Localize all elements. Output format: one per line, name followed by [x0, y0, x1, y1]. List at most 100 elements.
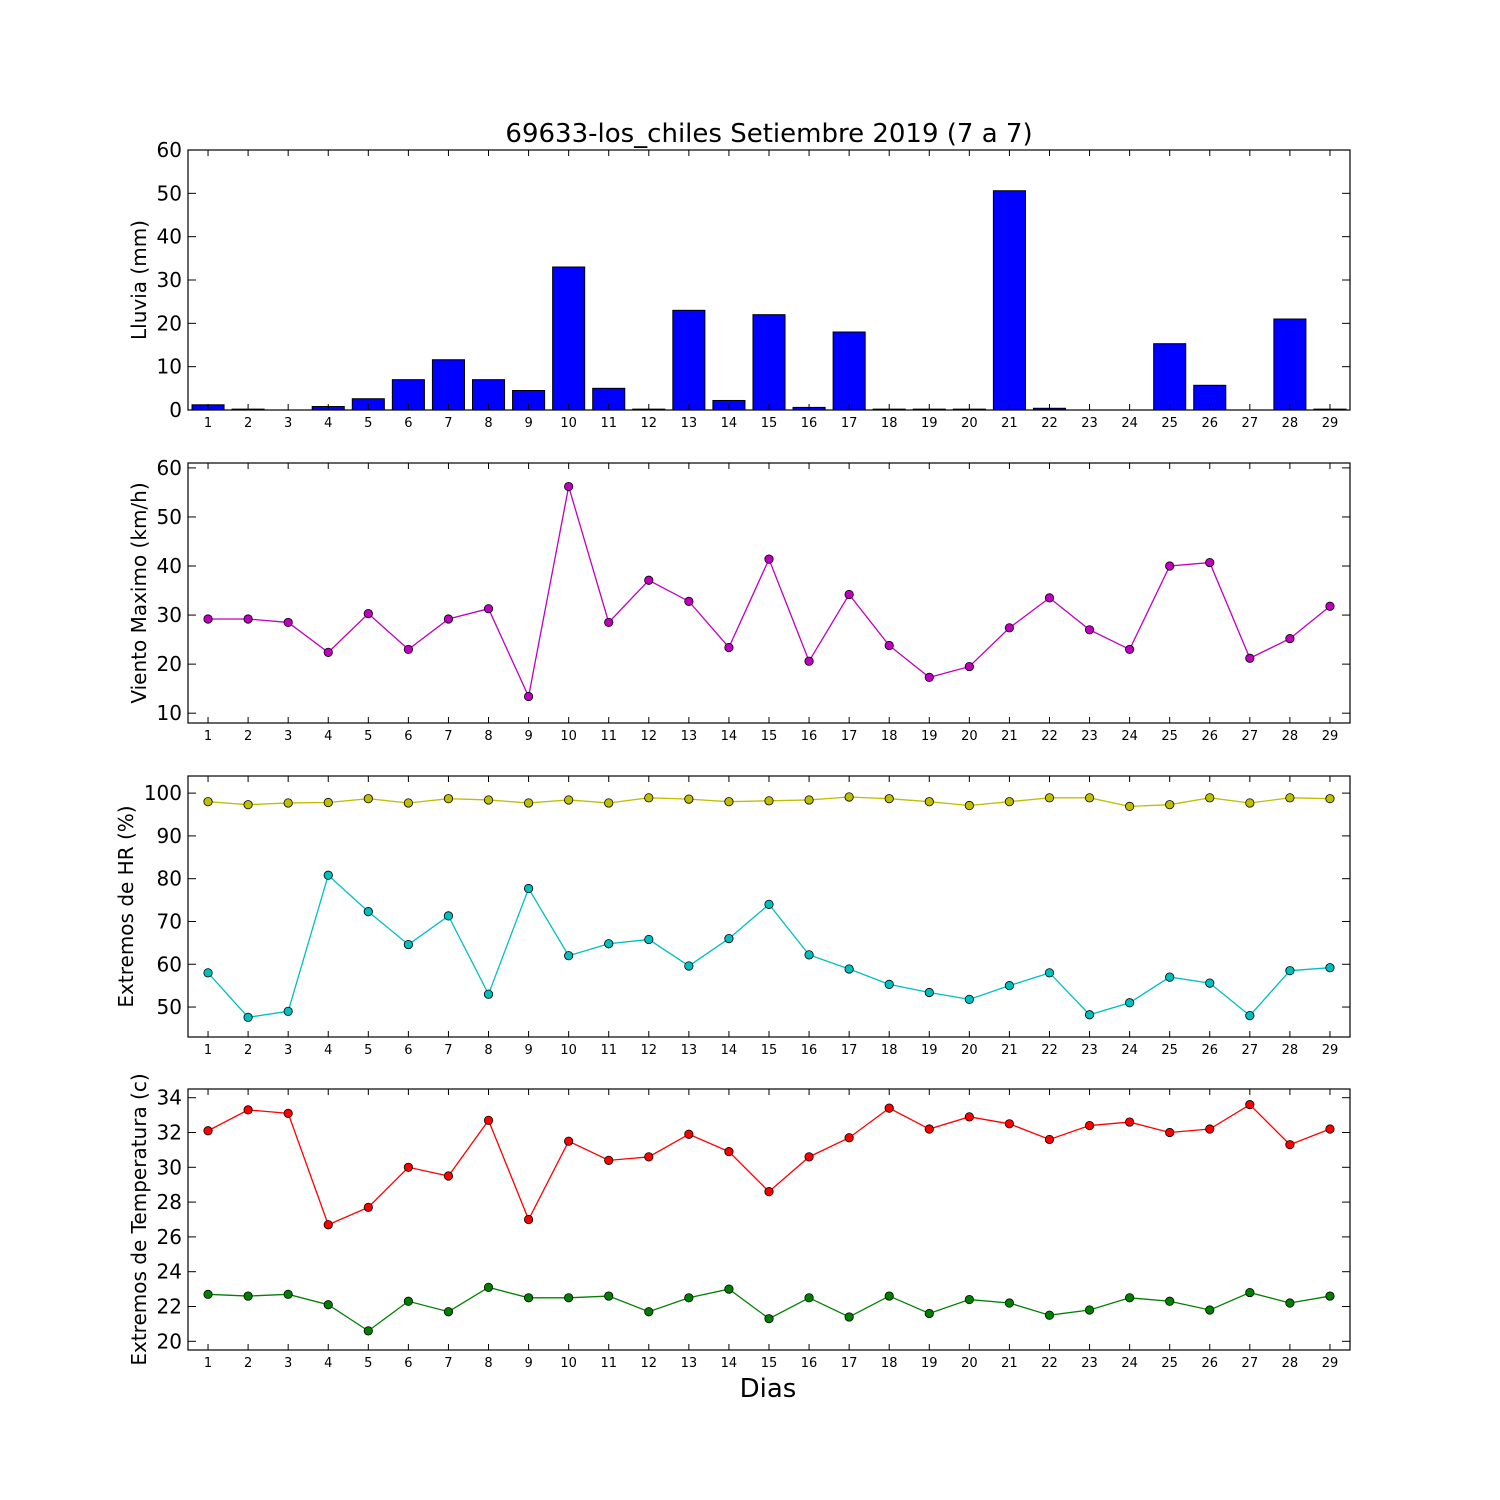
humidity-series-1-point-day-19 — [924, 987, 934, 998]
rain-xtick-label: 3 — [284, 416, 292, 431]
rain-bar-day-28 — [1273, 318, 1307, 411]
temperature-series-1-point-day-12 — [644, 1307, 654, 1317]
temperature-series-0-point-day-27 — [1245, 1100, 1255, 1110]
rain-xtick-label: 29 — [1322, 416, 1339, 431]
temperature-series-0-point-day-1 — [203, 1126, 213, 1136]
humidity-series-1-point-day-14 — [724, 933, 734, 944]
humidity-xtick-label: 24 — [1121, 1043, 1138, 1058]
wind-xtick-label: 8 — [484, 729, 492, 744]
temperature-xtick-label: 12 — [641, 1356, 658, 1371]
rain-xtick-label: 28 — [1282, 416, 1299, 431]
humidity-xtick-label: 6 — [404, 1043, 412, 1058]
temperature-series-0-point-day-20 — [964, 1112, 974, 1122]
wind-xtick-label: 2 — [244, 729, 252, 744]
wind-xtick-label: 11 — [600, 729, 617, 744]
temperature-series-1-point-day-8 — [483, 1282, 494, 1292]
humidity-ytick-label: 80 — [157, 867, 182, 891]
wind-xtick-label: 22 — [1041, 729, 1058, 744]
temperature-xtick-label: 8 — [484, 1356, 492, 1371]
temperature-series-0-point-day-17 — [844, 1133, 854, 1143]
wind-xtick-label: 12 — [641, 729, 658, 744]
humidity-xtick-label: 18 — [881, 1043, 898, 1058]
temperature-xtick-label: 7 — [444, 1356, 452, 1371]
wind-ytick-label: 60 — [157, 456, 182, 480]
wind-xtick-label: 27 — [1242, 729, 1259, 744]
temperature-series-1-point-day-22 — [1044, 1310, 1055, 1320]
wind-y-axis-label: Viento Maximo (km/h) — [127, 482, 151, 703]
rain-ytick-label: 50 — [157, 181, 182, 205]
humidity-series-0-point-day-3 — [283, 798, 293, 808]
temperature-series-1-point-day-23 — [1084, 1305, 1095, 1315]
humidity-xtick-label: 7 — [444, 1043, 452, 1058]
humidity-series-1-point-day-3 — [283, 1006, 293, 1016]
humidity-series-1-point-day-17 — [844, 964, 854, 974]
humidity-series-0-point-day-26 — [1205, 793, 1215, 803]
rain-xtick-label: 18 — [881, 416, 898, 431]
humidity-xtick-label: 20 — [961, 1043, 978, 1058]
humidity-series-0-point-day-18 — [884, 794, 894, 804]
rain-xtick-label: 16 — [801, 416, 818, 431]
temperature-series-0-point-day-12 — [644, 1152, 654, 1162]
temperature-xtick-label: 25 — [1161, 1356, 1178, 1371]
humidity-xtick-label: 26 — [1201, 1043, 1218, 1058]
wind-xtick-label: 26 — [1201, 729, 1218, 744]
humidity-xtick-label: 3 — [284, 1043, 292, 1058]
humidity-series-0-point-day-10 — [564, 795, 574, 805]
humidity-series-1-point-day-8 — [483, 989, 494, 999]
temperature-ytick-label: 32 — [157, 1121, 182, 1145]
temperature-xtick-label: 10 — [560, 1356, 577, 1371]
temperature-xtick-label: 29 — [1322, 1356, 1339, 1371]
temperature-xtick-label: 19 — [921, 1356, 938, 1371]
temperature-xtick-label: 9 — [524, 1356, 532, 1371]
rain-ytick-label: 30 — [157, 268, 182, 292]
wind-xtick-label: 7 — [444, 729, 452, 744]
wind-series-0-point-day-21 — [1004, 623, 1015, 633]
temperature-series-1-point-day-3 — [283, 1289, 293, 1299]
temperature-series-1-point-day-2 — [243, 1291, 253, 1301]
humidity-series-0-point-day-11 — [604, 798, 614, 808]
temperature-xtick-label: 2 — [244, 1356, 252, 1371]
temperature-series-0-point-day-16 — [804, 1152, 814, 1162]
humidity-xtick-label: 9 — [524, 1043, 532, 1058]
temperature-xtick-label: 27 — [1242, 1356, 1259, 1371]
temperature-series-0-point-day-29 — [1325, 1124, 1335, 1134]
temperature-xtick-label: 13 — [681, 1356, 698, 1371]
humidity-xtick-label: 2 — [244, 1043, 252, 1058]
temperature-series-0-point-day-21 — [1004, 1119, 1015, 1129]
rain-xtick-label: 21 — [1001, 416, 1018, 431]
temperature-xtick-label: 14 — [721, 1356, 738, 1371]
rain-xtick-label: 25 — [1161, 416, 1178, 431]
rain-bar-day-15 — [752, 314, 786, 411]
chart-title: 69633-los_chiles Setiembre 2019 (7 a 7) — [505, 119, 1032, 149]
rain-bar-day-13 — [672, 309, 706, 411]
humidity-series-0-point-day-4 — [323, 797, 333, 808]
humidity-series-1-point-day-25 — [1165, 972, 1175, 982]
humidity-series-1-point-day-18 — [884, 979, 894, 989]
temperature-series-1-point-day-27 — [1245, 1287, 1255, 1298]
humidity-series-0-point-day-16 — [804, 795, 814, 805]
humidity-ytick-label: 70 — [157, 909, 182, 933]
temperature-ytick-label: 28 — [157, 1190, 182, 1214]
humidity-series-1-point-day-5 — [363, 907, 373, 917]
temperature-xtick-label: 23 — [1081, 1356, 1098, 1371]
rain-xtick-label: 17 — [841, 416, 858, 431]
humidity-ytick-label: 60 — [157, 952, 182, 976]
humidity-xtick-label: 11 — [600, 1043, 617, 1058]
wind-series-0-point-day-28 — [1285, 634, 1295, 644]
temperature-series-1-point-day-4 — [323, 1300, 333, 1310]
rain-bar-day-7 — [431, 359, 465, 411]
temperature-series-1-point-day-14 — [724, 1284, 734, 1294]
humidity-xtick-label: 21 — [1001, 1043, 1018, 1058]
humidity-xtick-label: 25 — [1161, 1043, 1178, 1058]
wind-series-0-point-day-26 — [1205, 557, 1215, 568]
rain-bar-day-25 — [1153, 343, 1187, 411]
wind-series-0-point-day-11 — [604, 617, 614, 628]
humidity-series-1-point-day-23 — [1084, 1010, 1095, 1020]
wind-series-0-point-day-10 — [564, 481, 574, 492]
temperature-xtick-label: 15 — [761, 1356, 778, 1371]
humidity-ytick-label: 50 — [157, 995, 182, 1019]
wind-series-0-point-day-13 — [684, 596, 694, 606]
temperature-series-1-point-day-21 — [1004, 1298, 1015, 1308]
